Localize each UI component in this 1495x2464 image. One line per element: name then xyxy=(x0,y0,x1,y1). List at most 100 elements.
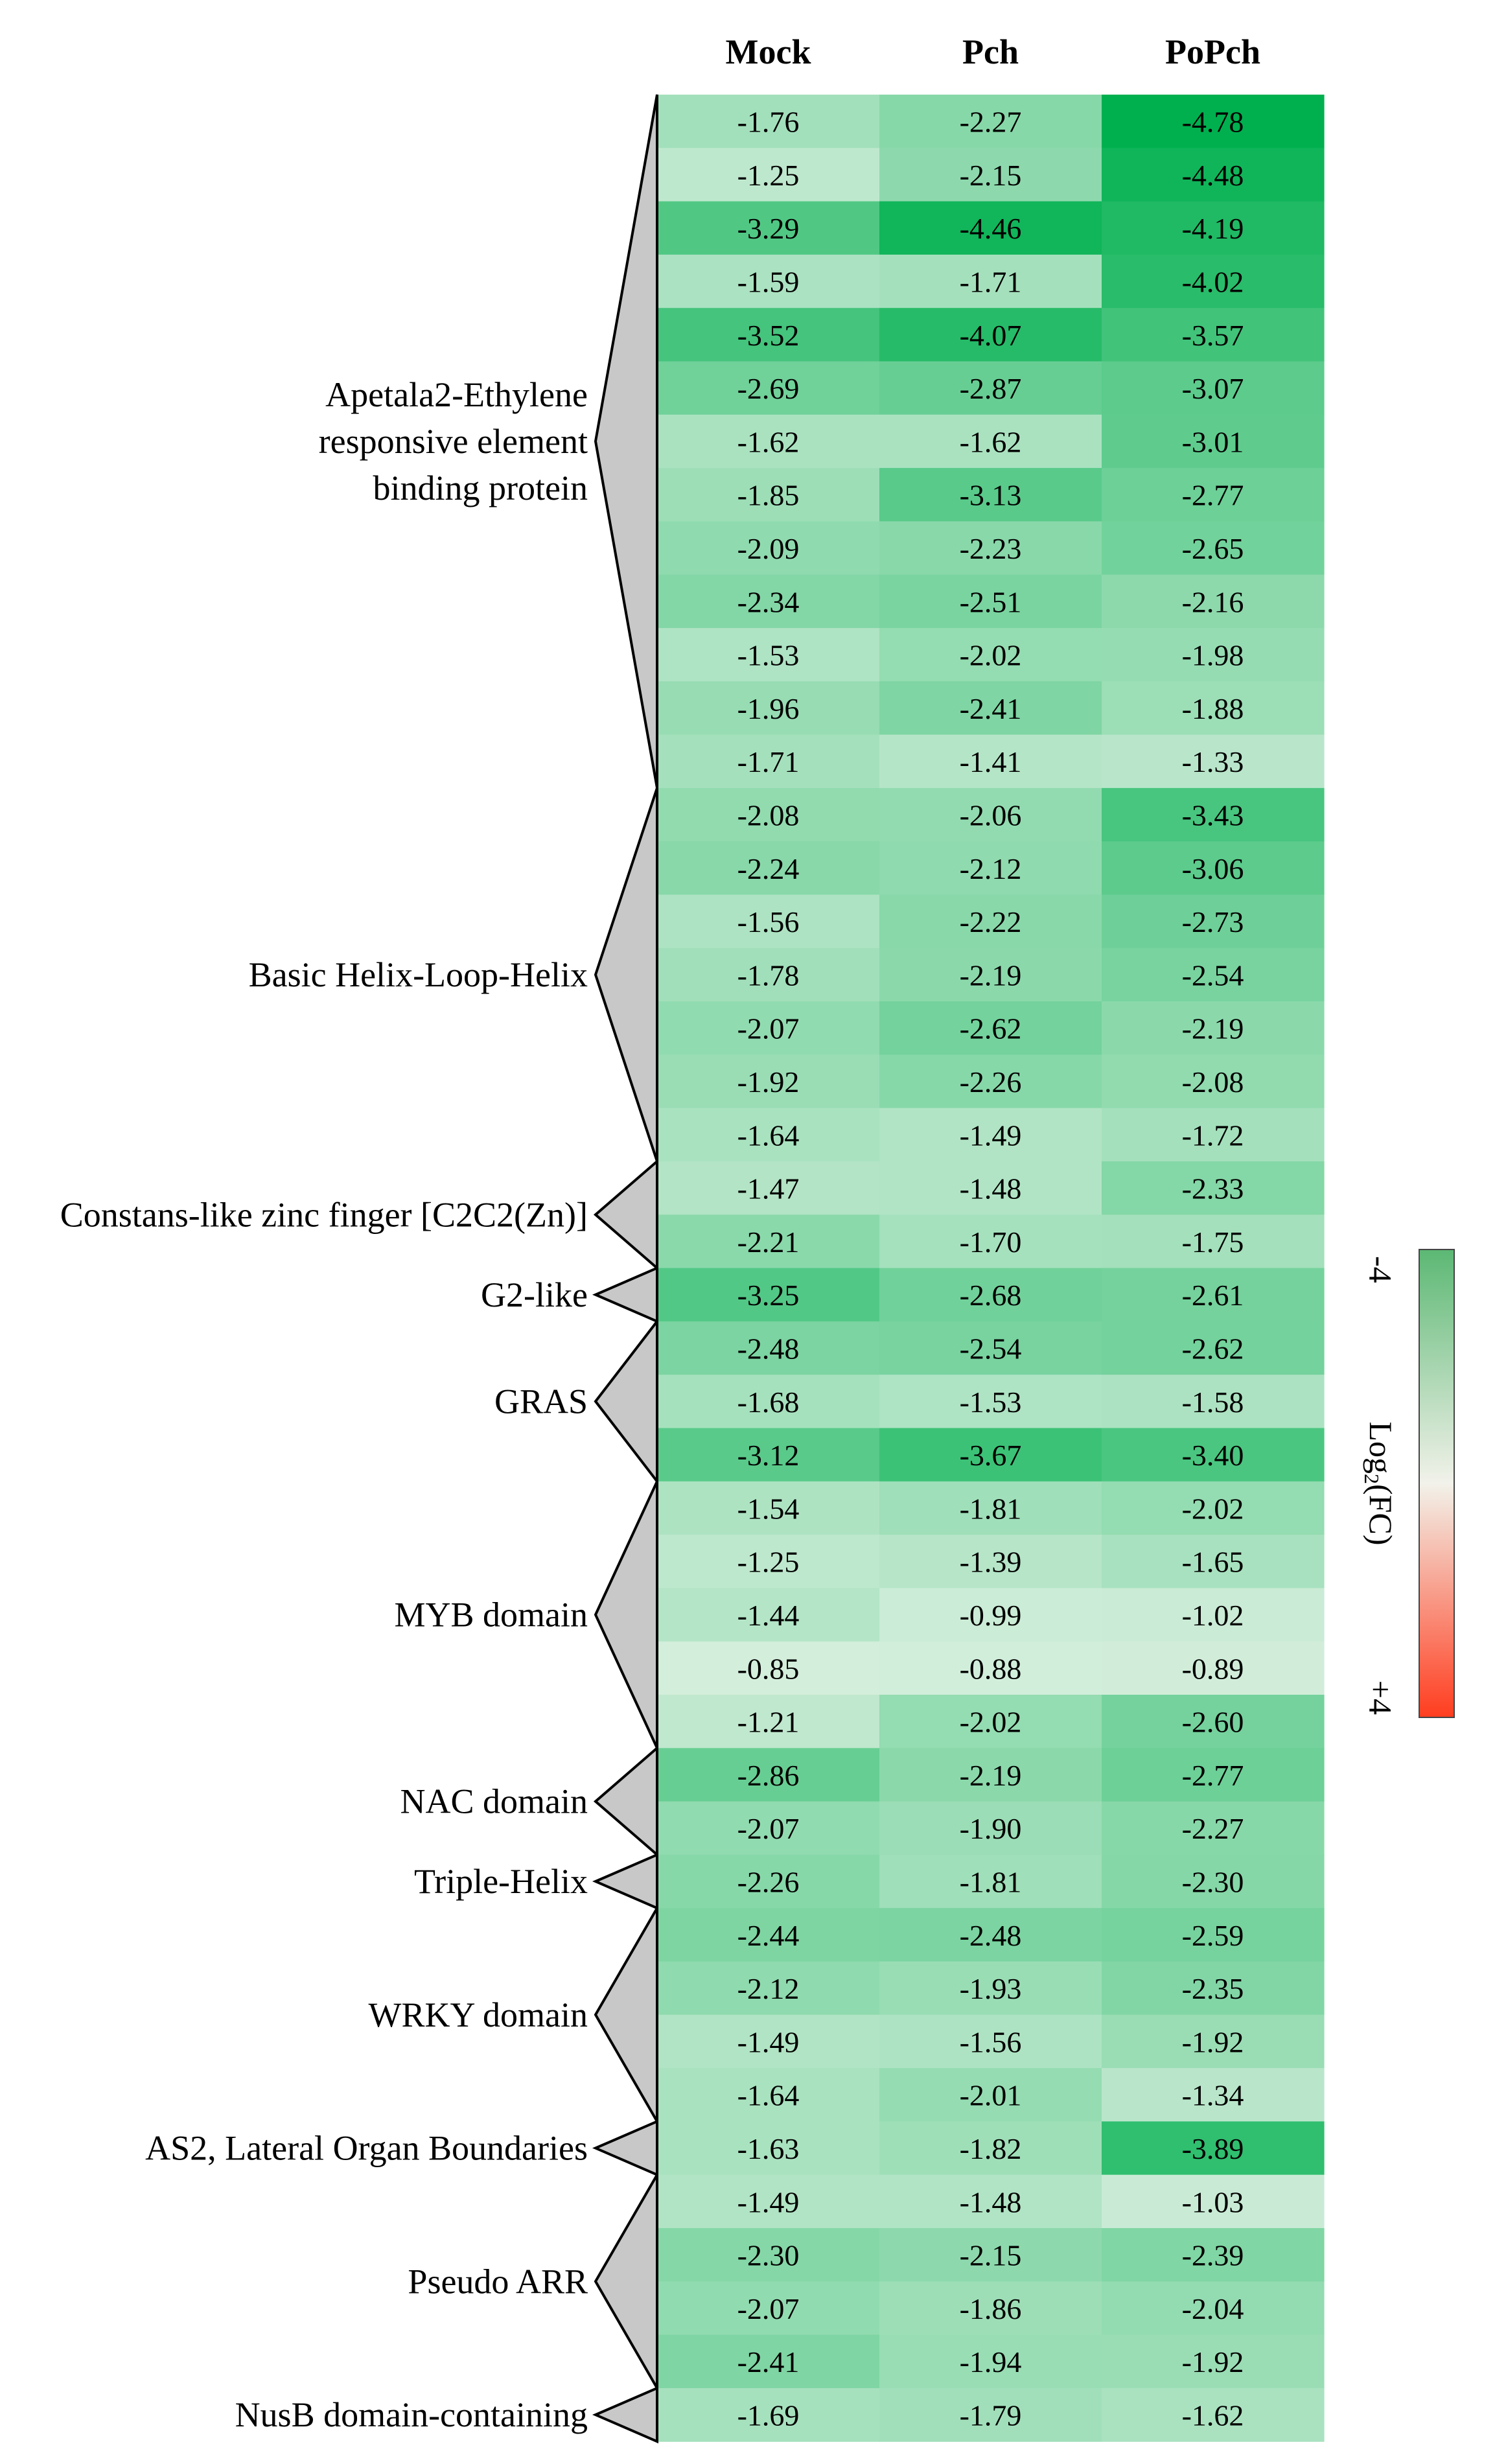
group-bracket xyxy=(592,2119,658,2177)
column-header-pch: Pch xyxy=(962,32,1019,71)
cell-value-label: -1.53 xyxy=(737,639,800,672)
heatmap-cell xyxy=(1102,2068,1325,2122)
heatmap-cell xyxy=(879,361,1102,415)
heatmap-cell xyxy=(879,1481,1102,1535)
color-scale-legend: -4 +4 Log2(FC) xyxy=(1360,1249,1455,1718)
cell-value-label: -2.12 xyxy=(960,852,1022,885)
heatmap-cell xyxy=(657,2228,880,2282)
group-label: Constans-like zinc finger [C2C2(Zn)] xyxy=(60,1195,588,1234)
group-bracket xyxy=(592,1852,658,1911)
cell-value-label: -0.89 xyxy=(1182,1652,1244,1685)
cell-value-label: -1.47 xyxy=(737,1172,800,1205)
cell-value-label: -2.24 xyxy=(737,852,800,885)
cell-value-label: -2.39 xyxy=(1182,2239,1244,2272)
cell-value-label: -3.57 xyxy=(1182,319,1244,352)
colorbar-title-base: Log xyxy=(1363,1421,1399,1474)
heatmap-cell xyxy=(1102,1695,1325,1749)
cell-value-label: -2.86 xyxy=(737,1759,800,1792)
cell-value-label: -2.48 xyxy=(960,1919,1022,1952)
cell-value-label: -2.01 xyxy=(960,2079,1022,2112)
cell-value-label: -2.41 xyxy=(960,692,1022,725)
heatmap-cell xyxy=(657,1588,880,1642)
heatmap-cells: -1.76 -2.27 -4.78 -1.25 -2.15 -4.48 -3.29 -4.46… xyxy=(657,95,1325,2442)
heatmap-cell xyxy=(657,1001,880,1055)
group-label: Pseudo ARR xyxy=(408,2262,588,2301)
heatmap-cell xyxy=(1102,628,1325,682)
cell-value-label: -2.33 xyxy=(1182,1172,1244,1205)
cell-value-label: -1.86 xyxy=(960,2292,1022,2325)
cell-value-label: -1.03 xyxy=(1182,2185,1244,2218)
colorbar-bar xyxy=(1419,1249,1455,1718)
cell-value-label: -1.82 xyxy=(960,2132,1022,2165)
heatmap-cell xyxy=(879,2228,1102,2282)
column-header-mock: Mock xyxy=(726,32,811,71)
cell-value-label: -2.54 xyxy=(1182,959,1244,992)
heatmap-cell xyxy=(1102,1535,1325,1588)
cell-value-label: -1.92 xyxy=(1182,2025,1244,2058)
heatmap-cell xyxy=(1102,361,1325,415)
group-bracket xyxy=(592,2386,658,2444)
heatmap-cell xyxy=(879,628,1102,682)
heatmap-cell xyxy=(879,95,1102,148)
cell-value-label: -4.19 xyxy=(1182,212,1244,245)
cell-value-label: -2.27 xyxy=(1182,1812,1244,1845)
cell-value-label: -1.88 xyxy=(1182,692,1244,725)
colorbar-min-label: -4 xyxy=(1363,1256,1399,1283)
cell-value-label: -1.98 xyxy=(1182,639,1244,672)
heatmap-cell xyxy=(879,1748,1102,1802)
heatmap-cell xyxy=(879,947,1102,1002)
heatmap-cell xyxy=(1102,1854,1325,1909)
heatmap-cell xyxy=(1102,2388,1325,2442)
heatmap-cell xyxy=(879,1321,1102,1375)
heatmap-cell xyxy=(879,2174,1102,2229)
heatmap-cell xyxy=(657,468,880,522)
group-bracket xyxy=(594,787,658,1162)
heatmap-cell xyxy=(657,1161,880,1215)
cell-value-label: -1.49 xyxy=(737,2185,800,2218)
cell-value-label: -1.71 xyxy=(960,266,1022,299)
cell-value-label: -1.62 xyxy=(960,425,1022,458)
cell-value-label: -2.23 xyxy=(960,532,1022,565)
cell-value-label: -2.35 xyxy=(1182,1972,1244,2005)
cell-value-label: -2.62 xyxy=(1182,1332,1244,1366)
cell-value-label: -1.39 xyxy=(960,1546,1022,1579)
cell-value-label: -2.60 xyxy=(1182,1706,1244,1739)
cell-value-label: -1.72 xyxy=(1182,1119,1244,1152)
cell-value-label: -3.25 xyxy=(737,1279,800,1312)
heatmap-cell xyxy=(657,414,880,469)
cell-value-label: -2.41 xyxy=(737,2345,800,2378)
cell-value-label: -1.92 xyxy=(737,1065,800,1098)
cell-value-label: -2.12 xyxy=(737,1972,800,2005)
group-label: G2-like xyxy=(481,1275,588,1314)
cell-value-label: -4.07 xyxy=(960,319,1022,352)
heatmap-cell xyxy=(657,1428,880,1482)
cell-value-label: -1.96 xyxy=(737,692,800,725)
heatmap-cell xyxy=(1102,841,1325,896)
heatmap-cell xyxy=(879,1054,1102,1109)
heatmap-cell xyxy=(879,1588,1102,1642)
heatmap-cell xyxy=(657,628,880,682)
group-bracket xyxy=(592,1266,658,1323)
cell-value-label: -1.64 xyxy=(737,1119,800,1152)
group-label: NAC domain xyxy=(400,1782,588,1821)
cell-value-label: -0.88 xyxy=(960,1652,1022,1685)
heatmap-cell xyxy=(1102,1215,1325,1269)
cell-value-label: -1.02 xyxy=(1182,1599,1244,1632)
cell-value-label: -2.48 xyxy=(737,1332,800,1366)
column-header-popch: PoPch xyxy=(1165,32,1260,71)
cell-value-label: -2.51 xyxy=(960,585,1022,618)
cell-value-label: -1.92 xyxy=(1182,2345,1244,2378)
cell-value-label: -1.75 xyxy=(1182,1226,1244,1259)
cell-value-label: -3.43 xyxy=(1182,799,1244,832)
heatmap-cell xyxy=(1102,2281,1325,2336)
cell-value-label: -1.93 xyxy=(960,1972,1022,2005)
heatmap-cell xyxy=(1102,1001,1325,1055)
cell-value-label: -2.68 xyxy=(960,1279,1022,1312)
cell-value-label: -2.19 xyxy=(1182,1012,1244,1045)
cell-value-label: -2.02 xyxy=(960,1706,1022,1739)
cell-value-label: -1.76 xyxy=(737,106,800,139)
group-label: Basic Helix-Loop-Helix xyxy=(249,955,588,994)
heatmap-cell xyxy=(879,1375,1102,1429)
cell-value-label: -2.22 xyxy=(960,905,1022,938)
group-bracket xyxy=(593,1158,658,1271)
